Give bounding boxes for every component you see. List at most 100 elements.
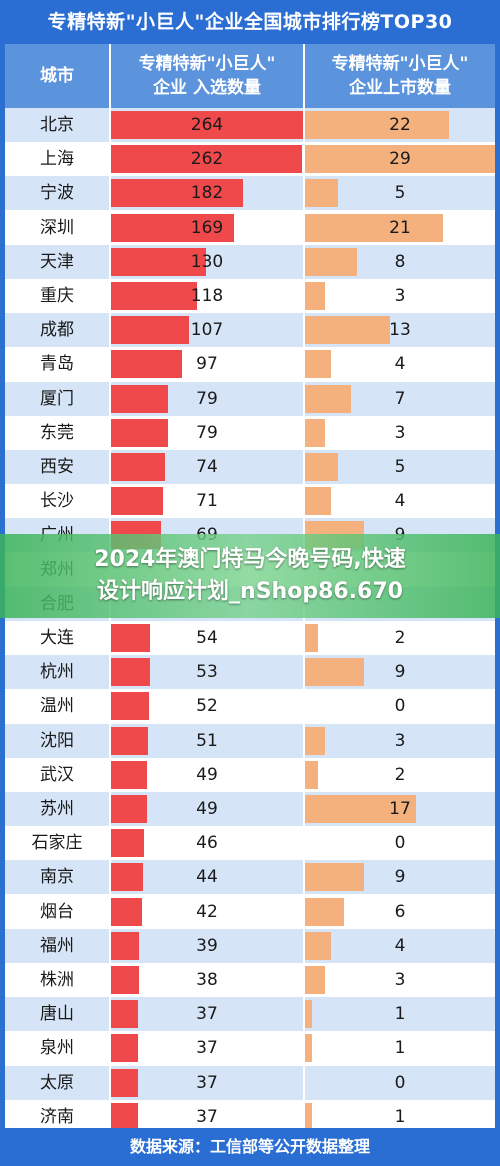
selected-bar bbox=[111, 316, 189, 345]
selected-value: 130 bbox=[190, 251, 224, 272]
listed-bar bbox=[305, 487, 332, 516]
city-label: 深圳 bbox=[40, 217, 74, 238]
selected-value: 79 bbox=[196, 388, 218, 409]
listed-value: 4 bbox=[394, 354, 406, 375]
selected-bar bbox=[111, 692, 149, 721]
selected-bar bbox=[111, 247, 206, 276]
cell-background bbox=[305, 1065, 495, 1100]
table-row: 唐山 37 1 bbox=[5, 997, 495, 1032]
source-footer: 数据来源：工信部等公开数据整理 bbox=[0, 1128, 500, 1166]
selected-bar bbox=[111, 282, 197, 310]
cell-background bbox=[5, 963, 109, 997]
selected-bar bbox=[111, 145, 302, 174]
city-label: 长沙 bbox=[40, 491, 74, 512]
city-label: 宁波 bbox=[40, 183, 74, 204]
selected-bar bbox=[111, 350, 182, 379]
cell-background bbox=[5, 997, 109, 1032]
listed-value: 7 bbox=[394, 388, 406, 409]
cell-background bbox=[5, 210, 109, 245]
table-row: 南京 44 9 bbox=[5, 860, 495, 895]
cell-background bbox=[305, 963, 495, 997]
table-row: 青岛 97 4 bbox=[5, 347, 495, 382]
table-row: 成都 107 13 bbox=[5, 313, 495, 348]
listed-value: 9 bbox=[394, 867, 406, 888]
listed-value: 29 bbox=[389, 149, 411, 170]
selected-value: 49 bbox=[196, 799, 218, 819]
header-selected-line1: 专精特新"小巨人" bbox=[138, 54, 276, 74]
city-label: 唐山 bbox=[40, 1004, 74, 1025]
listed-bar bbox=[305, 179, 338, 208]
listed-value: 5 bbox=[394, 457, 406, 477]
cell-background bbox=[5, 860, 109, 895]
listed-bar bbox=[305, 966, 325, 994]
city-label: 上海 bbox=[40, 149, 74, 170]
header-selected-line2: 企业 入选数量 bbox=[153, 78, 261, 98]
listed-bar bbox=[305, 282, 325, 310]
listed-value: 9 bbox=[394, 662, 406, 683]
selected-bar bbox=[111, 1102, 138, 1131]
cell-background bbox=[5, 928, 109, 963]
city-label: 泉州 bbox=[40, 1038, 74, 1059]
listed-bar bbox=[305, 247, 358, 276]
listed-bar bbox=[305, 384, 351, 413]
cell-background bbox=[5, 313, 109, 348]
selected-bar bbox=[111, 1034, 138, 1063]
selected-bar bbox=[111, 213, 234, 242]
watermark-banner: 2024年澳门特马今晚号码,快速 设计响应计划_nShop86.670 bbox=[0, 534, 500, 618]
cell-background bbox=[5, 621, 109, 655]
selected-value: 71 bbox=[196, 491, 218, 512]
selected-value: 52 bbox=[196, 696, 218, 717]
table-row: 苏州 49 17 bbox=[5, 792, 495, 826]
listed-bar bbox=[305, 111, 450, 139]
cell-background bbox=[305, 484, 495, 519]
cell-background bbox=[5, 1031, 109, 1066]
watermark-line2: 设计响应计划_nShop86.670 bbox=[97, 579, 403, 604]
table-row: 烟台 42 6 bbox=[5, 894, 495, 929]
cell-background bbox=[305, 347, 495, 382]
cell-background bbox=[5, 826, 109, 861]
cell-background bbox=[5, 723, 109, 758]
watermark-line1: 2024年澳门特马今晚号码,快速 bbox=[94, 547, 406, 572]
listed-bar bbox=[305, 213, 443, 242]
listed-bar bbox=[305, 897, 345, 926]
listed-bar bbox=[305, 863, 364, 892]
table-row: 太原 37 0 bbox=[5, 1065, 495, 1100]
cell-background bbox=[305, 757, 495, 792]
selected-value: 46 bbox=[196, 833, 218, 854]
listed-bar bbox=[305, 726, 325, 755]
selected-bar bbox=[111, 931, 140, 960]
selected-value: 97 bbox=[196, 354, 218, 375]
listed-value: 21 bbox=[389, 217, 411, 238]
selected-bar bbox=[111, 966, 139, 994]
city-label: 苏州 bbox=[40, 799, 74, 819]
table-row: 石家庄 46 0 bbox=[5, 826, 495, 861]
selected-bar bbox=[111, 829, 145, 858]
selected-bar bbox=[111, 418, 169, 447]
selected-value: 264 bbox=[190, 115, 224, 135]
city-label: 株洲 bbox=[40, 970, 74, 990]
cell-background bbox=[305, 279, 495, 313]
cell-background bbox=[111, 860, 303, 895]
selected-value: 79 bbox=[196, 422, 218, 443]
selected-bar bbox=[111, 179, 244, 208]
listed-value: 0 bbox=[394, 696, 406, 717]
listed-bar bbox=[305, 760, 319, 789]
listed-value: 22 bbox=[389, 115, 411, 135]
header-city-label: 城市 bbox=[40, 66, 74, 86]
listed-value: 13 bbox=[389, 320, 411, 341]
selected-value: 38 bbox=[196, 970, 218, 990]
listed-bar bbox=[305, 350, 332, 379]
cell-background bbox=[5, 689, 109, 724]
table-row: 沈阳 51 3 bbox=[5, 723, 495, 758]
city-label: 大连 bbox=[40, 628, 74, 648]
city-label: 厦门 bbox=[40, 388, 74, 409]
selected-bar bbox=[111, 111, 303, 139]
header-selected: 专精特新"小巨人" 企业 入选数量 bbox=[111, 44, 303, 108]
listed-value: 2 bbox=[394, 628, 406, 648]
selected-bar bbox=[111, 487, 163, 516]
city-label: 杭州 bbox=[40, 662, 74, 683]
table-row: 泉州 37 1 bbox=[5, 1031, 495, 1066]
listed-value: 1 bbox=[394, 1004, 406, 1025]
city-label: 烟台 bbox=[40, 901, 74, 922]
listed-value: 0 bbox=[394, 1072, 406, 1093]
